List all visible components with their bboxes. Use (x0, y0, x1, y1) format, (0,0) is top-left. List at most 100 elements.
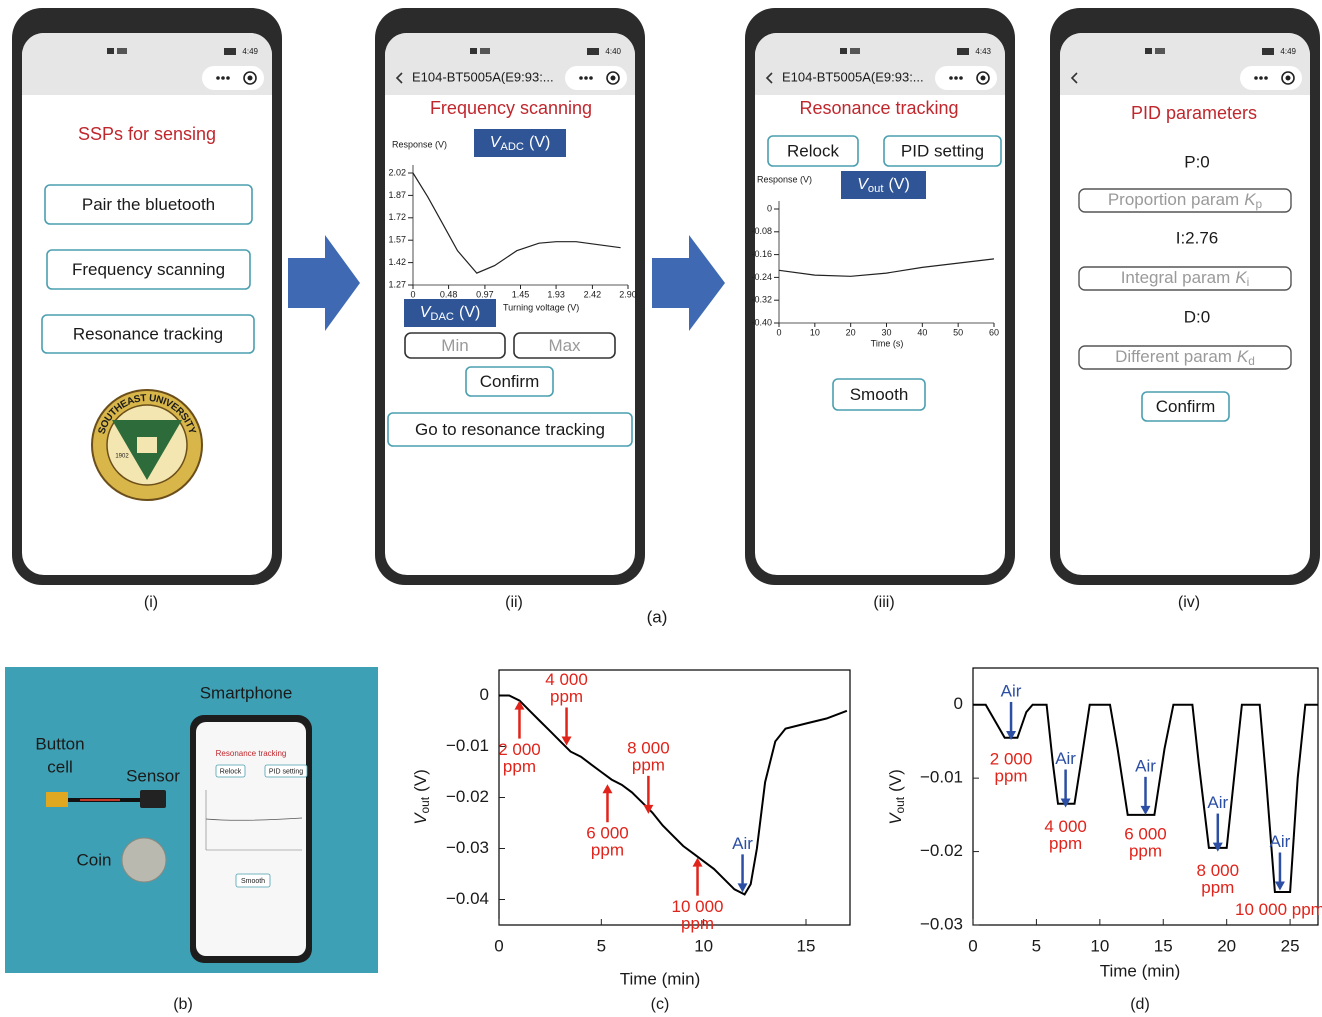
photo-button-cell (46, 792, 68, 807)
y-tick-label: −0.01 (920, 768, 963, 787)
y-tick-label: 1.72 (388, 212, 406, 222)
subscript: DAC (430, 311, 454, 323)
unit: (V) (411, 769, 430, 792)
panel-label: (c) (651, 996, 670, 1013)
menu-button-label: Confirm (1156, 397, 1216, 416)
y-axis-label: Response (V) (392, 139, 447, 149)
y-tick-label: −0.03 (446, 838, 489, 857)
y-tick-label: 0 (954, 694, 963, 713)
axis-button[interactable] (841, 171, 926, 199)
annotation-note: ppm (1049, 834, 1082, 853)
y-tick-label: 1.27 (388, 279, 406, 289)
menu-capsule[interactable] (202, 66, 264, 90)
menu-dot (1254, 76, 1258, 80)
x-tick-label: 10 (1090, 936, 1109, 955)
status-time: 4:43 (975, 47, 991, 56)
x-tick-label: 15 (797, 936, 816, 955)
photo-label: Button (35, 734, 84, 753)
close-icon (248, 76, 253, 81)
photo-screen-button-label: Smooth (241, 878, 265, 885)
menu-dot (579, 76, 583, 80)
menu-capsule[interactable] (935, 66, 997, 90)
x-tick-label: 10 (694, 936, 713, 955)
y-tick-label: 0 (480, 685, 489, 704)
status-icon (840, 48, 847, 54)
photo-label: Sensor (126, 766, 180, 785)
menu-button-label: Confirm (480, 372, 540, 391)
y-tick-label: −0.04 (446, 889, 489, 908)
param-value: I:2.76 (1176, 228, 1219, 247)
x-tick-label: 0 (410, 289, 415, 299)
menu-dot (959, 76, 963, 80)
menu-capsule[interactable] (565, 66, 627, 90)
figure: (a) 4:49(i)4:40(ii)4:43(iii)4:49(iv)SSPs… (0, 0, 1322, 1017)
x-tick-label: 0 (968, 936, 977, 955)
status-icon (480, 48, 490, 54)
x-tick-label: 5 (597, 936, 606, 955)
nav-title: E104-BT5005A(E9:93:... (782, 69, 924, 84)
annotation-text: ppm (591, 841, 624, 860)
annotation-text: ppm (503, 757, 536, 776)
status-icon (107, 48, 114, 54)
logo-year: 1902 (115, 454, 129, 460)
subscript: i (1247, 275, 1250, 289)
menu-capsule[interactable] (1240, 66, 1302, 90)
status-icon (117, 48, 127, 54)
screen-title: SSPs for sensing (78, 124, 216, 144)
annotation-text: Air (1207, 793, 1228, 812)
y-tick-label: -0.24 (751, 272, 772, 282)
subscript: d (1248, 354, 1255, 368)
menu-button-label: Smooth (850, 385, 909, 404)
status-icon (850, 48, 860, 54)
logo (137, 437, 157, 453)
annotation-text: ppm (681, 914, 714, 933)
x-tick-label: 5 (1032, 936, 1041, 955)
battery-icon (224, 48, 236, 55)
photo-label: cell (47, 757, 73, 776)
screen-title: PID parameters (1131, 103, 1257, 123)
screen-title: Resonance tracking (799, 98, 958, 118)
annotation-note: 10 000 ppm (1235, 900, 1322, 919)
panel-label: (iv) (1178, 594, 1200, 611)
menu-dot (949, 76, 953, 80)
photo-label: Coin (77, 850, 112, 869)
menu-button-label: Frequency scanning (72, 260, 225, 279)
panel-label: (b) (173, 996, 193, 1013)
photo-sensor (140, 790, 166, 808)
annotation-text: Air (1135, 756, 1156, 775)
menu-button-label: PID setting (901, 141, 984, 160)
annotation-text: ppm (632, 755, 665, 774)
unit: (V) (888, 176, 909, 193)
x-tick-label: 0 (494, 936, 503, 955)
x-tick-label: 2.90 (619, 289, 637, 299)
photo-screen-button-label: Relock (220, 768, 242, 775)
input-placeholder: Max (548, 336, 581, 355)
param-value: D:0 (1184, 307, 1210, 326)
variable: K (1244, 190, 1256, 209)
x-tick-label: 15 (1154, 936, 1173, 955)
y-tick-label: −0.02 (920, 841, 963, 860)
subscript: out (893, 796, 907, 813)
x-tick-label: 2.42 (584, 289, 602, 299)
y-tick-label: 1.87 (388, 190, 406, 200)
y-tick-label: 1.57 (388, 235, 406, 245)
status-icon (1155, 48, 1165, 54)
annotation-note: ppm (1129, 841, 1162, 860)
battery-icon (1262, 48, 1274, 55)
x-tick-label: 1.93 (547, 289, 565, 299)
y-tick-label: −0.03 (920, 914, 963, 933)
menu-button-label: Pair the bluetooth (82, 195, 215, 214)
x-tick-label: 60 (989, 327, 999, 337)
close-icon (981, 76, 986, 81)
y-tick-label: 0 (767, 203, 772, 213)
x-tick-label: 10 (810, 327, 820, 337)
x-tick-label: 25 (1281, 936, 1300, 955)
y-axis-label: Response (V) (757, 174, 812, 184)
panel-label: (d) (1130, 996, 1150, 1013)
y-tick-label: -0.08 (751, 226, 772, 236)
photo-screen-title: Resonance tracking (216, 749, 287, 758)
menu-dot (584, 76, 588, 80)
close-icon (611, 76, 616, 81)
menu-button-label: Relock (787, 141, 839, 160)
x-tick-label: 0.48 (440, 289, 458, 299)
